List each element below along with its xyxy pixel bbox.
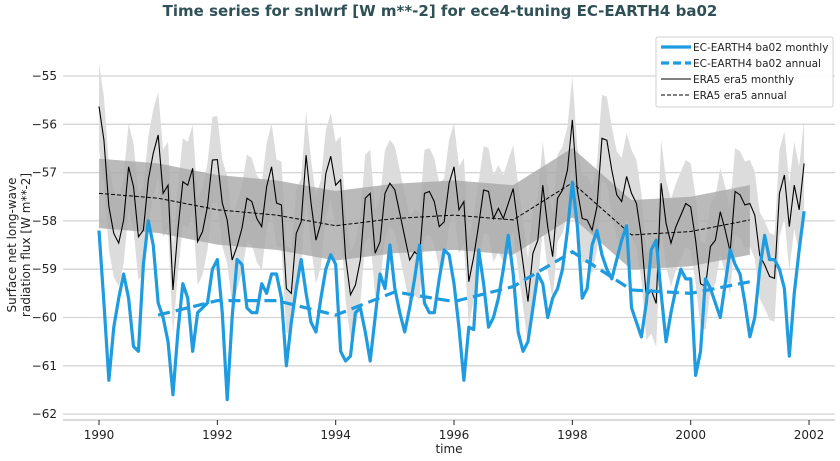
legend: EC-EARTH4 ba02 monthly EC-EARTH4 ba02 ann… — [655, 36, 834, 108]
y-tick-label: −55 — [32, 69, 57, 83]
y-axis-label-line1: Surface net long-wave — [5, 178, 19, 313]
y-tick-label: −57 — [32, 166, 57, 180]
model-annual-line — [157, 249, 751, 317]
y-tick-label: −62 — [32, 407, 57, 421]
era5-annual-spread-band — [99, 147, 750, 270]
y-tick-label: −61 — [32, 359, 57, 373]
chart-title: Time series for snlwrf [W m**-2] for ece… — [163, 2, 718, 20]
legend-entry: EC-EARTH4 ba02 monthly — [661, 42, 828, 54]
y-tick-label: −56 — [32, 117, 57, 131]
legend-label: EC-EARTH4 ba02 monthly — [693, 42, 828, 54]
era5-annual-line — [98, 182, 750, 236]
x-axis-label: time — [435, 442, 462, 456]
x-tick-label: 2000 — [675, 428, 706, 442]
legend-entry: ERA5 era5 annual — [661, 90, 787, 102]
y-tick-label: −59 — [32, 262, 57, 276]
model-monthly-line — [97, 180, 806, 402]
y-axis-label: Surface net long-wave radiation flux [W … — [5, 173, 33, 317]
legend-entry: EC-EARTH4 ba02 annual — [661, 58, 821, 70]
era5-monthly-line — [98, 106, 805, 304]
x-tick-label: 1992 — [202, 428, 233, 442]
x-tick-label: 1996 — [439, 428, 470, 442]
x-tick-label: 1998 — [557, 428, 588, 442]
y-axis-ticks: −55 −56 −57 −58 −59 −60 −61 −62 — [32, 69, 57, 421]
legend-box — [655, 36, 834, 108]
legend-label: EC-EARTH4 ba02 annual — [693, 58, 821, 70]
legend-label: ERA5 era5 annual — [693, 90, 787, 102]
spread-bands — [99, 62, 805, 347]
legend-label: ERA5 era5 monthly — [693, 74, 794, 86]
y-axis-label-line2: radiation flux [W m**-2] — [19, 173, 33, 317]
x-tick-label: 2002 — [794, 428, 825, 442]
series-lines — [97, 106, 806, 402]
x-tick-label: 1990 — [84, 428, 115, 442]
y-tick-label: −58 — [32, 214, 57, 228]
legend-entry: ERA5 era5 monthly — [661, 74, 794, 86]
x-tick-label: 1994 — [320, 428, 351, 442]
x-axis-ticks: 1990 1992 1994 1996 1998 2000 2002 — [84, 420, 825, 442]
y-tick-label: −60 — [32, 311, 57, 325]
